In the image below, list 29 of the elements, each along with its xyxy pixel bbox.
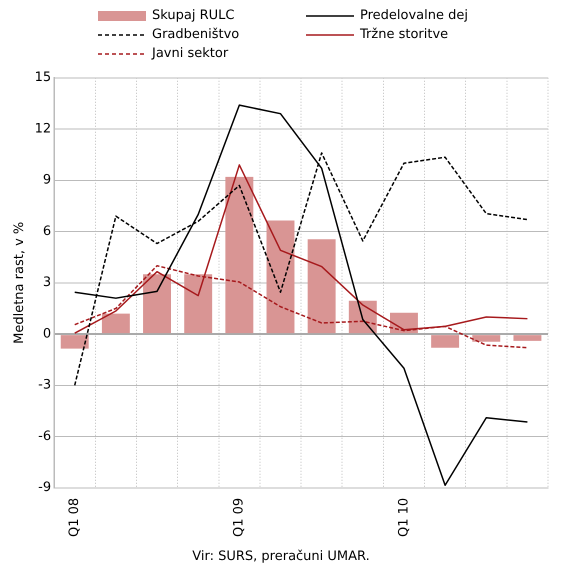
legend-label: Tržne storitve: [360, 27, 448, 42]
y-tick-label: 3: [42, 275, 52, 290]
bar: [472, 335, 500, 342]
bar: [266, 220, 294, 334]
x-tick-label: Q1 10: [396, 498, 412, 538]
bar: [60, 335, 89, 349]
y-tick-label: 9: [42, 172, 52, 188]
bar: [513, 335, 542, 341]
bar: [431, 335, 460, 348]
y-tick-label: -6: [38, 428, 52, 444]
y-tick-label: 12: [34, 121, 52, 136]
x-tick-label: Q1 08: [67, 498, 82, 538]
y-tick-label: -3: [38, 378, 52, 393]
legend-label: Javni sektor: [152, 46, 228, 61]
legend-label: Gradbeništvo: [152, 27, 240, 42]
legend-label: Skupaj RULC: [152, 8, 234, 23]
y-tick-label: 6: [42, 224, 52, 239]
y-axis-title: Medletna rast, v %: [12, 222, 28, 344]
bar: [184, 274, 212, 334]
x-tick-label: Q1 09: [232, 498, 247, 538]
text: Vir: SURS, preračuni UMAR.: [191, 549, 371, 564]
bar: [102, 314, 130, 334]
y-tick-label: 0: [42, 326, 52, 342]
bar: [225, 176, 254, 334]
legend-label: Predelovalne dej: [360, 8, 468, 23]
bar: [143, 274, 171, 334]
bar: [308, 239, 336, 334]
y-tick-label: -9: [38, 480, 52, 496]
y-tick-label: 15: [34, 70, 52, 86]
